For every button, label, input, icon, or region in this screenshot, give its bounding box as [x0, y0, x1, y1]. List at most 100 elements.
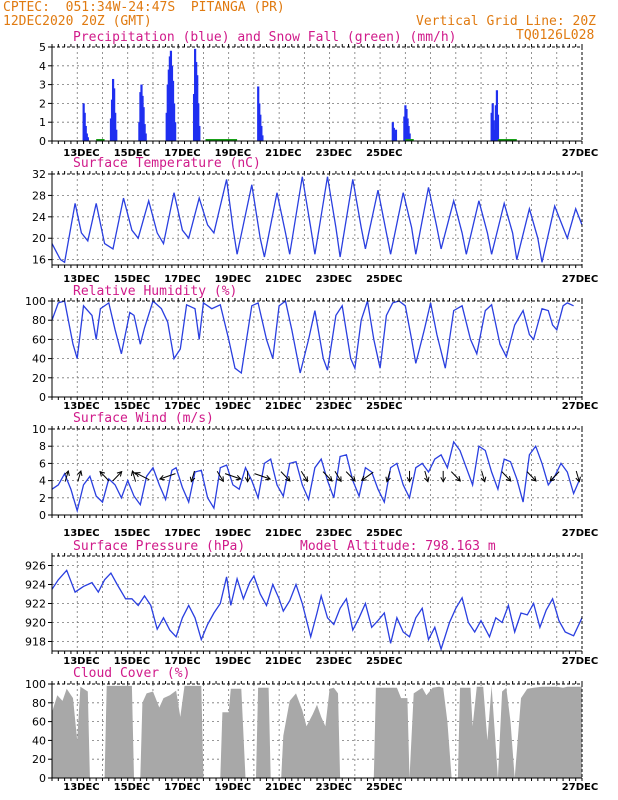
precip-bar: [86, 137, 89, 141]
y-tick-label: 924: [25, 579, 46, 592]
y-tick-label: 0: [39, 135, 46, 148]
header-station: CPTEC: 051:34W-24:47S PITANGA (PR): [3, 0, 285, 15]
x-date-label: 23DEC: [316, 274, 352, 285]
x-date-label: 13DEC: [63, 782, 99, 793]
wind-arrow-head: [385, 476, 391, 483]
y-tick-label: 60: [32, 716, 46, 729]
precip-bar: [261, 135, 264, 141]
wind-arrow-shaft: [549, 471, 560, 482]
x-date-label: 19DEC: [215, 656, 251, 667]
wind-arrow-head: [327, 476, 333, 482]
wind-arrow-head: [455, 476, 462, 482]
wind-arrow-head: [218, 476, 224, 483]
wind-arrow-shaft: [112, 471, 123, 482]
wind-arrow-shaft: [526, 471, 537, 482]
wind-arrow-shaft: [501, 471, 512, 482]
x-date-label: 23DEC: [316, 782, 352, 793]
x-date-label: 27DEC: [562, 782, 598, 793]
wind-arrow-shaft: [361, 471, 374, 481]
x-date-label: 17DEC: [164, 148, 200, 159]
wind-arrow-head: [575, 476, 581, 483]
x-date-label: 19DEC: [215, 528, 251, 539]
x-date-label: 21DEC: [265, 148, 301, 159]
y-tick-label: 32: [32, 168, 46, 181]
x-date-label: 21DEC: [265, 656, 301, 667]
wind-arrow-head: [406, 477, 413, 483]
y-tick-label: 40: [32, 734, 46, 747]
wind-arrow-shaft: [190, 470, 195, 482]
pressure-title: Surface Pressure (hPa): [73, 539, 246, 554]
wind-arrow-shaft: [77, 470, 82, 482]
wind-arrow-head: [336, 476, 342, 483]
precip-bar: [114, 112, 117, 141]
x-date-label: 17DEC: [164, 656, 200, 667]
model-altitude: Model Altitude: 798.163 m: [300, 539, 496, 554]
x-date-label: 15DEC: [114, 782, 150, 793]
x-date-label: 17DEC: [164, 401, 200, 412]
series-line: [51, 440, 581, 514]
y-tick-label: 40: [32, 353, 46, 366]
precip-bar: [197, 103, 200, 141]
wind-arrow-shaft: [424, 470, 429, 482]
x-date-label: 27DEC: [562, 401, 598, 412]
temperature-title: Surface Temperature (nC): [73, 156, 261, 171]
series-line: [51, 176, 583, 264]
x-date-label: 15DEC: [114, 656, 150, 667]
wind-arrow-head: [480, 476, 487, 483]
wind-arrow-shaft: [131, 470, 137, 482]
precip-bar: [496, 114, 500, 141]
x-date-label: 19DEC: [215, 148, 251, 159]
x-date-label: 27DEC: [562, 148, 598, 159]
wind-arrow-head: [265, 474, 272, 481]
y-tick-label: 20: [32, 753, 46, 766]
precip-bar: [260, 125, 263, 141]
y-tick-label: 100: [25, 678, 46, 691]
y-tick-label: 0: [39, 391, 46, 404]
y-tick-label: 922: [25, 598, 46, 611]
wind-arrow-shaft: [575, 470, 580, 482]
x-date-label: 13DEC: [63, 274, 99, 285]
precip-bar: [144, 133, 147, 141]
x-date-label: 15DEC: [114, 528, 150, 539]
y-tick-label: 6: [39, 457, 46, 470]
wind-arrow-shaft: [450, 471, 461, 482]
y-tick-label: 4: [39, 475, 46, 488]
y-tick-label: 100: [25, 295, 46, 308]
precip-bar: [85, 133, 88, 141]
wind-arrow-head: [130, 469, 137, 476]
wind-arrow-head: [350, 476, 356, 482]
y-tick-label: 60: [32, 333, 46, 346]
precip-bar: [174, 122, 177, 141]
x-date-label: 19DEC: [215, 782, 251, 793]
x-date-label: 25DEC: [366, 656, 402, 667]
y-tick-label: 920: [25, 617, 46, 630]
precip-bar: [198, 125, 201, 141]
wind-arrow-head: [134, 472, 141, 478]
x-date-label: 13DEC: [63, 401, 99, 412]
wind-arrow-shaft: [386, 470, 391, 482]
x-date-label: 15DEC: [114, 148, 150, 159]
wind-arrow-shaft: [254, 473, 271, 480]
wind-arrow-shaft: [280, 471, 291, 482]
wind-arrow-head: [285, 476, 291, 482]
x-date-label: 13DEC: [63, 528, 99, 539]
x-date-label: 19DEC: [215, 401, 251, 412]
y-tick-label: 2: [39, 97, 46, 110]
wind-arrow-shaft: [345, 471, 356, 482]
plot-frame: [51, 46, 583, 142]
x-date-label: 13DEC: [63, 656, 99, 667]
y-tick-label: 4: [39, 60, 46, 73]
wind-arrow-head: [302, 476, 308, 483]
wind-arrow-shaft: [64, 470, 69, 482]
wind-arrow-shaft: [159, 473, 176, 480]
y-tick-label: 0: [39, 509, 46, 522]
x-date-label: 23DEC: [316, 148, 352, 159]
wind-arrow-head: [235, 474, 242, 481]
wind-arrow-shaft: [135, 472, 150, 481]
y-tick-label: 926: [25, 560, 46, 573]
x-date-label: 21DEC: [265, 274, 301, 285]
cloud-title: Cloud Cover (%): [73, 666, 191, 681]
x-date-label: 15DEC: [114, 274, 150, 285]
x-date-label: 21DEC: [265, 782, 301, 793]
